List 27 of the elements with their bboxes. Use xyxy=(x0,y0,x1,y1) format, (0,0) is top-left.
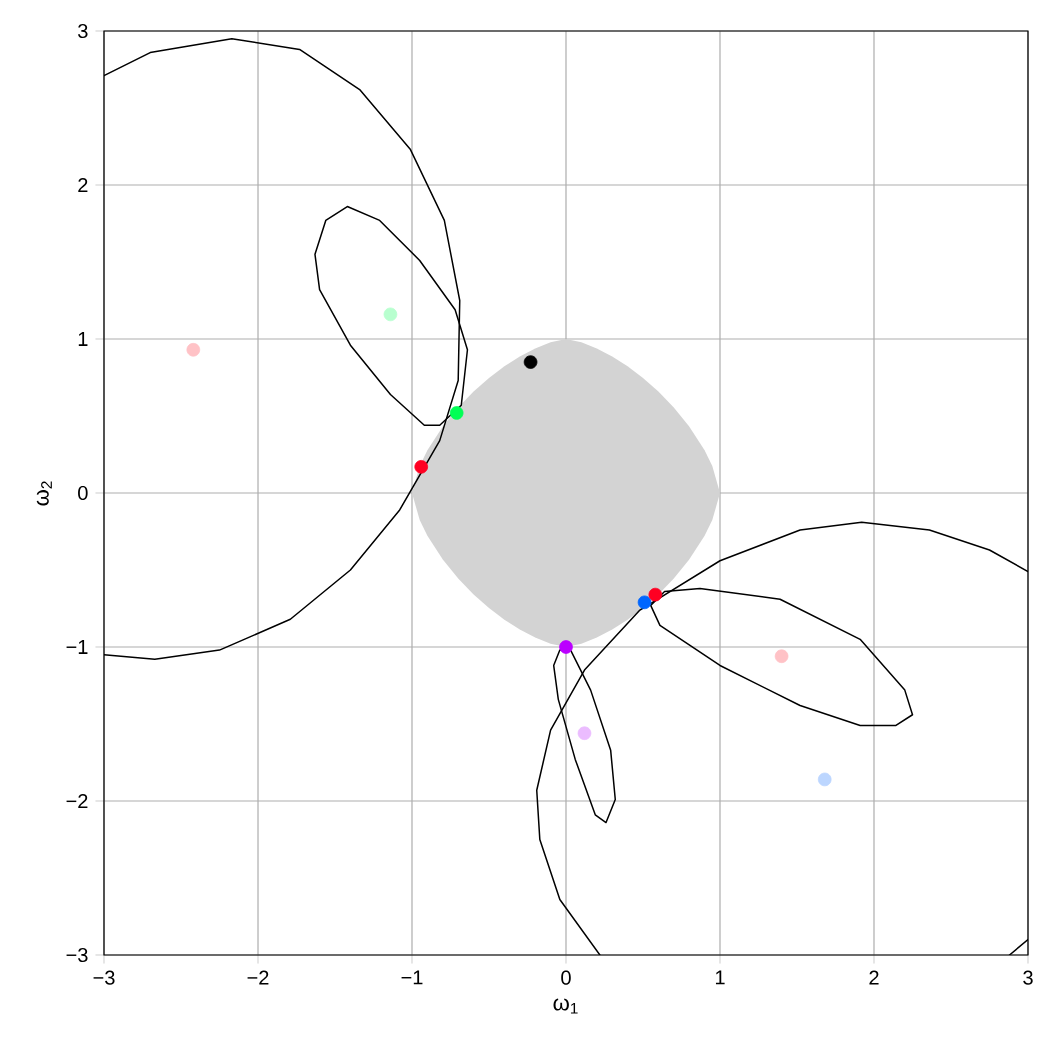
point xyxy=(817,772,832,787)
y-tick-label: −2 xyxy=(66,794,88,808)
point xyxy=(637,595,652,610)
y-tick-label: −3 xyxy=(66,947,88,963)
x-tick-label: −3 xyxy=(93,970,115,985)
x-axis-title: ω$_{1}$ xyxy=(553,998,578,1014)
x-tick-label: −1 xyxy=(401,970,423,985)
point xyxy=(577,726,592,741)
x-tick-label: 0 xyxy=(561,970,571,985)
point xyxy=(774,649,789,664)
y-tick-label: 2 xyxy=(78,178,88,192)
y-tick-label: −1 xyxy=(66,640,88,654)
point xyxy=(648,587,663,602)
point xyxy=(449,406,464,420)
point xyxy=(559,640,573,654)
x-tick-label: 2 xyxy=(869,970,879,985)
point xyxy=(414,460,429,474)
y-tick-label: 1 xyxy=(78,332,88,346)
y-tick-label: 0 xyxy=(78,485,88,501)
x-tick-label: −2 xyxy=(247,970,269,985)
y-tick-label: 3 xyxy=(78,23,88,39)
point xyxy=(186,342,201,357)
y-axis-title: ω$_{2}$ xyxy=(36,481,52,506)
point xyxy=(383,307,398,322)
x-tick-label: 3 xyxy=(1023,970,1033,985)
point xyxy=(523,355,538,369)
x-tick-label: 1 xyxy=(715,970,725,985)
